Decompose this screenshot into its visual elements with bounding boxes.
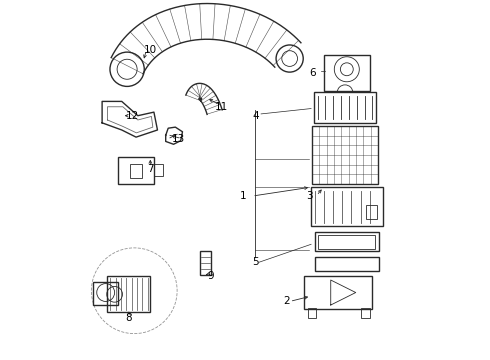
- Bar: [323, 55, 370, 91]
- Bar: [118, 157, 154, 184]
- Bar: [200, 251, 211, 275]
- Bar: [107, 276, 150, 312]
- Bar: [312, 126, 378, 184]
- Bar: [130, 164, 143, 178]
- Text: 1: 1: [240, 191, 246, 201]
- Bar: [93, 282, 118, 305]
- Bar: [304, 276, 372, 309]
- Text: 6: 6: [310, 68, 316, 78]
- Text: 8: 8: [125, 312, 132, 323]
- Bar: [311, 187, 383, 226]
- Text: 13: 13: [172, 134, 186, 144]
- Bar: [315, 232, 379, 251]
- Text: 5: 5: [252, 257, 259, 267]
- Text: 11: 11: [215, 102, 228, 112]
- Text: 10: 10: [144, 45, 157, 55]
- Text: 12: 12: [126, 111, 139, 121]
- Text: 3: 3: [306, 191, 313, 201]
- Bar: [308, 307, 317, 318]
- Bar: [318, 235, 375, 249]
- Text: 9: 9: [208, 271, 215, 282]
- Bar: [315, 257, 379, 271]
- Text: 2: 2: [283, 296, 290, 306]
- Bar: [361, 307, 370, 318]
- Bar: [314, 93, 376, 123]
- Text: 7: 7: [147, 164, 154, 174]
- Bar: [154, 164, 163, 176]
- Text: 4: 4: [252, 111, 259, 121]
- Bar: [367, 205, 377, 219]
